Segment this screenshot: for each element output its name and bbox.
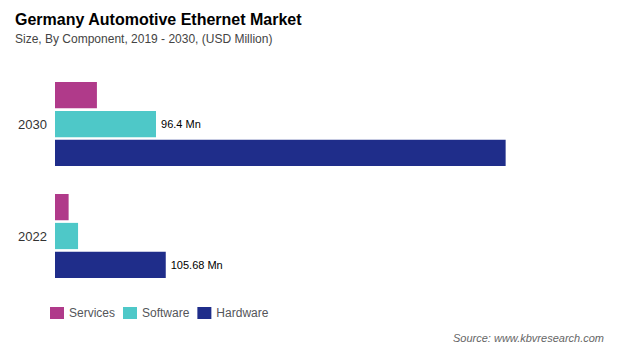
svg-text:Source: www.kbvresearch.com: Source: www.kbvresearch.com xyxy=(453,332,604,344)
svg-text:Germany Automotive Ethernet Ma: Germany Automotive Ethernet Market xyxy=(15,11,302,28)
svg-text:Hardware: Hardware xyxy=(216,306,268,320)
svg-text:105.68 Mn: 105.68 Mn xyxy=(171,259,223,271)
svg-text:2022: 2022 xyxy=(18,229,47,244)
svg-text:Software: Software xyxy=(142,306,190,320)
svg-text:96.4 Mn: 96.4 Mn xyxy=(161,118,201,130)
svg-text:Size, By Component, 2019 - 203: Size, By Component, 2019 - 2030, (USD Mi… xyxy=(15,32,272,46)
svg-text:2030: 2030 xyxy=(18,117,47,132)
svg-text:Services: Services xyxy=(69,306,115,320)
